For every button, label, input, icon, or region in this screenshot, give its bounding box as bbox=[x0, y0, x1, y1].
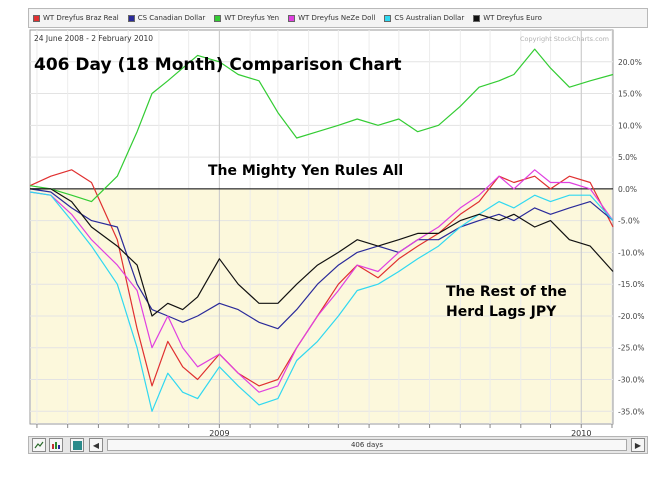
chart-frame: WT Dreyfus Braz Real CS Canadian Dollar WT… bbox=[28, 8, 648, 460]
x-tick-label: 2010 bbox=[571, 429, 591, 436]
copyright-label: Copyright StockCharts.com bbox=[520, 35, 609, 43]
scroll-right-button[interactable]: ▶ bbox=[631, 438, 645, 452]
color-square-glyph bbox=[72, 440, 82, 450]
line-chart-glyph bbox=[34, 441, 44, 449]
y-tick-label: 5.0% bbox=[618, 153, 637, 162]
comparison-chart: 20.0% 15.0% 10.0% 5.0% 0.0% -5.0% -10.0% -15.0%… bbox=[29, 29, 645, 436]
series-line-4 bbox=[29, 169, 614, 393]
line-chart-icon[interactable] bbox=[32, 438, 46, 452]
y-tick-label: -35.0% bbox=[618, 407, 645, 416]
legend-swatch bbox=[288, 14, 296, 22]
series-line-6 bbox=[30, 188, 614, 317]
y-tick-label: -10.0% bbox=[618, 248, 645, 257]
chart-toolbar: ◀ 406 days ▶ bbox=[28, 436, 648, 454]
series-line-3 bbox=[29, 48, 614, 203]
legend-label: WT Dreyfus Euro bbox=[483, 14, 542, 22]
y-tick-label: -30.0% bbox=[618, 376, 645, 385]
legend-item[interactable]: WT Dreyfus NeZe Doll bbox=[288, 14, 375, 22]
series-line-2 bbox=[29, 188, 614, 330]
scroll-left-button[interactable]: ◀ bbox=[89, 438, 103, 452]
y-tick-label: 20.0% bbox=[618, 58, 642, 67]
y-tick-label: 15.0% bbox=[618, 90, 642, 99]
legend-swatch bbox=[214, 14, 222, 22]
y-tick-label: -20.0% bbox=[618, 312, 645, 321]
legend-label: WT Dreyfus NeZe Doll bbox=[298, 14, 376, 22]
bar-chart-glyph bbox=[52, 442, 60, 449]
y-tick-label: -5.0% bbox=[618, 217, 640, 226]
rest-annotation-line1: The Rest of the bbox=[446, 284, 567, 300]
legend-label: WT Dreyfus Yen bbox=[224, 14, 280, 22]
color-square-icon[interactable] bbox=[70, 438, 84, 452]
legend-item[interactable]: CS Canadian Dollar bbox=[127, 14, 206, 22]
rest-annotation-line2: Herd Lags JPY bbox=[446, 304, 557, 320]
legend-item[interactable]: WT Dreyfus Euro bbox=[473, 14, 542, 22]
bar-chart-icon[interactable] bbox=[49, 438, 63, 452]
legend-label: CS Canadian Dollar bbox=[137, 14, 206, 22]
y-tick-label: -25.0% bbox=[618, 344, 645, 353]
date-range-label: 24 June 2008 - 2 February 2010 bbox=[34, 34, 153, 43]
chevron-left-icon: ◀ bbox=[92, 440, 100, 450]
x-tick-label: 2009 bbox=[209, 429, 229, 436]
y-tick-label: 0.0% bbox=[618, 185, 637, 194]
legend-item[interactable]: WT Dreyfus Braz Real bbox=[33, 14, 119, 22]
date-range-slider[interactable]: 406 days bbox=[107, 439, 627, 451]
legend-label: CS Australian Dollar bbox=[394, 14, 465, 22]
legend-swatch bbox=[127, 14, 135, 22]
legend-item[interactable]: WT Dreyfus Yen bbox=[214, 14, 279, 22]
legend-swatch bbox=[384, 14, 392, 22]
legend-swatch bbox=[473, 14, 481, 22]
legend-item[interactable]: CS Australian Dollar bbox=[384, 14, 464, 22]
chevron-right-icon: ▶ bbox=[634, 440, 642, 450]
y-tick-label: 10.0% bbox=[618, 121, 642, 130]
yen-annotation: The Mighty Yen Rules All bbox=[208, 163, 403, 179]
legend-swatch bbox=[33, 14, 40, 22]
legend: WT Dreyfus Braz Real CS Canadian Dollar WT… bbox=[28, 8, 648, 28]
range-label: 406 days bbox=[350, 441, 384, 449]
series-line-5 bbox=[29, 191, 614, 412]
chart-title: 406 Day (18 Month) Comparison Chart bbox=[34, 55, 402, 75]
legend-label: WT Dreyfus Braz Real bbox=[43, 14, 119, 22]
y-tick-label: -15.0% bbox=[618, 280, 645, 289]
